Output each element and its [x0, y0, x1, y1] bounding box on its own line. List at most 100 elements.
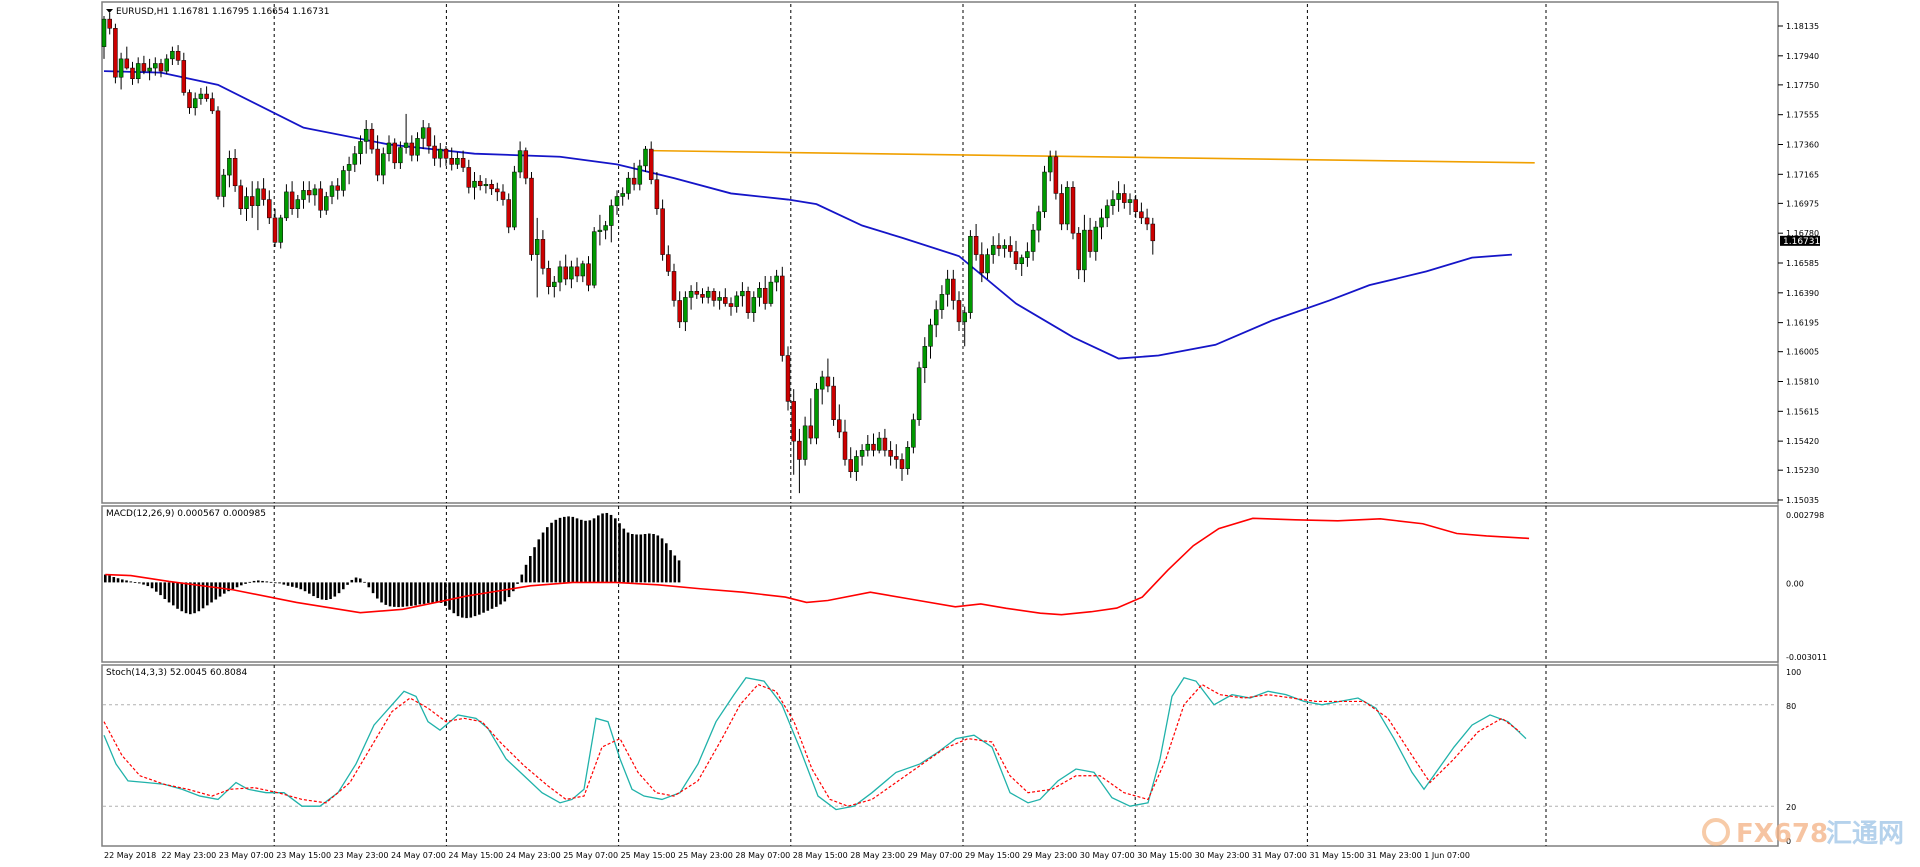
time-label: 28 May 15:00 — [793, 851, 848, 860]
macd-histogram-bar — [138, 582, 141, 584]
bull-candle — [1104, 205, 1110, 219]
bear-candle — [449, 158, 454, 165]
bull-candle — [922, 346, 928, 368]
macd-histogram-bar — [669, 550, 672, 583]
macd-tick-label: -0.003011 — [1786, 653, 1827, 662]
bear-candle — [289, 191, 295, 209]
bear-candle — [648, 148, 654, 180]
macd-histogram-bar — [104, 574, 107, 583]
bull-candle — [1082, 229, 1087, 271]
bear-candle — [797, 440, 802, 460]
time-label: 30 May 07:00 — [1080, 851, 1135, 860]
macd-histogram-bar — [274, 582, 277, 584]
bear-candle — [261, 188, 266, 200]
bear-candle — [694, 291, 700, 295]
bear-candle — [175, 50, 181, 61]
macd-histogram-bar — [584, 520, 587, 583]
bull-candle — [398, 147, 403, 164]
macd-histogram-bar — [159, 582, 162, 596]
bear-candle — [546, 268, 551, 287]
macd-histogram-bar — [172, 582, 175, 606]
macd-histogram-bar — [639, 534, 643, 583]
stoch-tick-label: 100 — [1786, 668, 1801, 677]
macd-tick-label: 0.002798 — [1786, 511, 1824, 520]
macd-histogram-bar — [652, 533, 655, 583]
macd-histogram-bar — [631, 533, 634, 583]
macd-histogram-bar — [677, 560, 681, 583]
bear-candle — [466, 167, 472, 188]
bear-candle — [882, 437, 888, 451]
macd-histogram-bar — [490, 582, 494, 609]
bull-candle — [609, 205, 614, 226]
bull-candle — [534, 239, 540, 255]
bear-candle — [700, 294, 705, 298]
macd-histogram-bar — [635, 534, 638, 583]
macd-layer: 0.002798 0.00 -0.003011 — [104, 511, 1827, 662]
bull-candle — [990, 245, 996, 255]
bear-candle — [426, 127, 432, 147]
macd-histogram-bar — [359, 578, 362, 583]
bull-candle — [740, 291, 745, 297]
bull-candle — [118, 58, 124, 78]
watermark-cn: 汇通网 — [1826, 819, 1904, 849]
macd-histogram-bar — [269, 581, 273, 583]
macd-histogram-bar — [605, 512, 609, 583]
bull-candle — [255, 188, 261, 206]
macd-histogram-bar — [244, 582, 247, 584]
macd-histogram-bar — [129, 581, 133, 583]
time-label: 1 Jun 07:00 — [1424, 851, 1470, 860]
macd-histogram-bar — [133, 582, 137, 583]
bull-candle — [854, 456, 859, 472]
macd-histogram-bar — [558, 517, 562, 583]
macd-histogram-bar — [371, 582, 375, 594]
bear-candle — [723, 297, 728, 304]
price-tick-label: 1.17555 — [1786, 111, 1819, 120]
moving-average-line — [103, 70, 1512, 360]
bull-candle — [381, 153, 386, 176]
macd-histogram-bar — [354, 577, 358, 583]
bull-candle — [933, 309, 939, 326]
bull-candle — [734, 295, 739, 307]
time-label: 24 May 15:00 — [448, 851, 503, 860]
bear-candle — [306, 190, 312, 196]
time-label: 28 May 07:00 — [735, 851, 790, 860]
bull-candle — [688, 291, 694, 298]
bear-candle — [432, 145, 437, 159]
bear-candle — [1133, 199, 1138, 213]
macd-histogram-bar — [410, 582, 413, 606]
bear-candle — [1122, 193, 1127, 203]
bear-candle — [1150, 223, 1156, 242]
macd-histogram-bar — [550, 522, 553, 583]
bull-candle — [945, 278, 950, 295]
bull-candle — [438, 148, 443, 159]
bull-candle — [597, 229, 603, 232]
bear-candle — [540, 239, 546, 269]
bull-candle — [876, 437, 882, 451]
bull-candle — [1030, 229, 1036, 252]
bull-candle — [757, 287, 762, 298]
trendline-layer — [651, 149, 1535, 164]
macd-histogram-bar — [346, 582, 349, 585]
bear-candle — [113, 28, 118, 78]
bull-candle — [768, 281, 774, 304]
bull-candle — [1099, 217, 1104, 228]
fx678-logo-icon — [1702, 818, 1730, 846]
macd-histogram-bar — [206, 582, 209, 606]
bear-candle — [158, 63, 164, 72]
bull-candle — [312, 188, 318, 196]
bull-candle — [346, 164, 352, 171]
macd-histogram-bar — [380, 582, 383, 603]
macd-histogram-bar — [516, 582, 519, 584]
bull-candle — [284, 191, 289, 219]
bull-candle — [341, 170, 346, 191]
bear-candle — [523, 150, 529, 179]
bear-candle — [808, 425, 814, 439]
macd-histogram-bar — [342, 582, 345, 590]
symbol-dropdown-icon[interactable] — [106, 9, 113, 13]
macd-histogram-bar — [227, 582, 230, 592]
macd-histogram-bar — [512, 582, 515, 592]
bear-candle — [460, 158, 466, 168]
bear-candle — [141, 63, 147, 72]
macd-histogram-bar — [201, 582, 205, 609]
